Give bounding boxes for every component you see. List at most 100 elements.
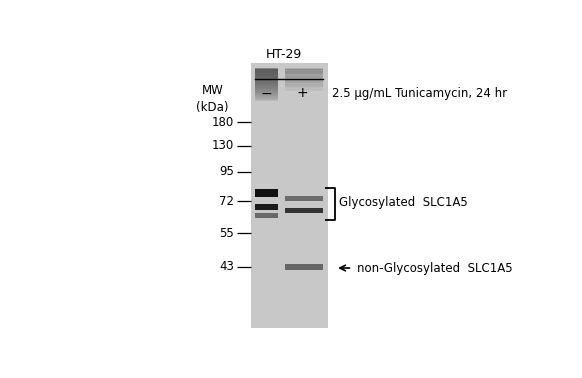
Bar xyxy=(255,70,278,71)
Bar xyxy=(255,77,278,78)
Bar xyxy=(255,81,278,82)
Bar xyxy=(285,69,323,70)
Bar xyxy=(285,84,323,85)
Bar xyxy=(255,74,278,75)
Bar xyxy=(285,74,323,75)
Bar xyxy=(255,84,278,85)
Bar xyxy=(255,96,278,97)
Bar xyxy=(255,72,278,73)
Bar xyxy=(255,82,278,83)
Bar xyxy=(255,80,278,81)
Bar xyxy=(255,89,278,90)
Bar xyxy=(255,68,278,70)
Bar xyxy=(255,88,278,89)
Bar xyxy=(255,94,278,95)
Bar xyxy=(285,90,323,91)
Bar xyxy=(255,91,278,92)
Text: (kDa): (kDa) xyxy=(196,101,229,115)
Text: 72: 72 xyxy=(219,195,234,208)
Bar xyxy=(255,74,278,76)
Bar xyxy=(255,81,278,82)
Bar xyxy=(255,204,278,210)
Bar xyxy=(255,74,278,75)
Bar xyxy=(255,99,278,100)
Bar xyxy=(255,85,278,87)
Bar xyxy=(285,85,323,86)
Bar xyxy=(255,78,278,79)
Bar xyxy=(285,69,323,70)
Bar xyxy=(255,98,278,99)
Bar xyxy=(285,87,323,88)
Bar xyxy=(285,90,323,91)
Bar xyxy=(285,85,323,87)
Bar xyxy=(255,78,278,79)
Text: Glycosylated  SLC1A5: Glycosylated SLC1A5 xyxy=(339,196,467,209)
Bar xyxy=(255,91,278,93)
Bar xyxy=(285,85,323,86)
Bar xyxy=(255,69,278,70)
Bar xyxy=(255,77,278,78)
Bar xyxy=(255,75,278,76)
Bar xyxy=(255,90,278,91)
Bar xyxy=(255,95,278,96)
Bar xyxy=(255,96,278,98)
Bar xyxy=(255,71,278,72)
Bar xyxy=(255,93,278,94)
Bar xyxy=(255,75,278,76)
Bar xyxy=(255,83,278,84)
Bar xyxy=(255,92,278,93)
Bar xyxy=(285,78,323,79)
Bar xyxy=(285,73,323,74)
Bar xyxy=(285,74,323,75)
Bar xyxy=(255,72,278,73)
Bar xyxy=(285,83,323,84)
Bar xyxy=(255,84,278,85)
Bar xyxy=(285,87,323,88)
Bar xyxy=(285,79,323,80)
Text: 180: 180 xyxy=(211,116,234,129)
Bar xyxy=(255,95,278,96)
Bar xyxy=(285,90,323,91)
Bar xyxy=(285,76,323,77)
Bar xyxy=(255,90,278,91)
Bar xyxy=(255,81,278,82)
Bar xyxy=(285,71,323,72)
Bar xyxy=(255,84,278,85)
Bar xyxy=(255,85,278,86)
Bar xyxy=(255,97,278,98)
Bar xyxy=(285,88,323,90)
Bar xyxy=(285,82,323,84)
Bar xyxy=(255,98,278,99)
Bar xyxy=(255,79,278,80)
Bar xyxy=(255,97,278,98)
Bar xyxy=(255,71,278,72)
Text: 55: 55 xyxy=(219,226,234,240)
Bar xyxy=(251,63,328,328)
Bar xyxy=(255,73,278,74)
Bar xyxy=(285,70,323,71)
Bar xyxy=(285,81,323,82)
Text: non-Glycosylated  SLC1A5: non-Glycosylated SLC1A5 xyxy=(357,262,513,274)
Bar xyxy=(255,99,278,101)
Bar xyxy=(285,72,323,73)
Bar xyxy=(285,83,323,84)
Bar xyxy=(255,92,278,93)
Bar xyxy=(285,86,323,87)
Text: HT-29: HT-29 xyxy=(265,48,301,61)
Bar xyxy=(255,79,278,81)
Bar xyxy=(285,75,323,76)
Bar xyxy=(255,90,278,91)
Bar xyxy=(285,77,323,78)
Bar xyxy=(285,80,323,81)
Text: +: + xyxy=(296,87,308,101)
Bar xyxy=(285,74,323,76)
Bar xyxy=(255,88,278,89)
Bar xyxy=(255,71,278,73)
Bar xyxy=(255,91,278,92)
Bar xyxy=(255,83,278,84)
Bar xyxy=(285,77,323,79)
Bar xyxy=(255,85,278,86)
Bar xyxy=(255,77,278,79)
Bar xyxy=(255,76,278,77)
Bar xyxy=(285,79,323,81)
